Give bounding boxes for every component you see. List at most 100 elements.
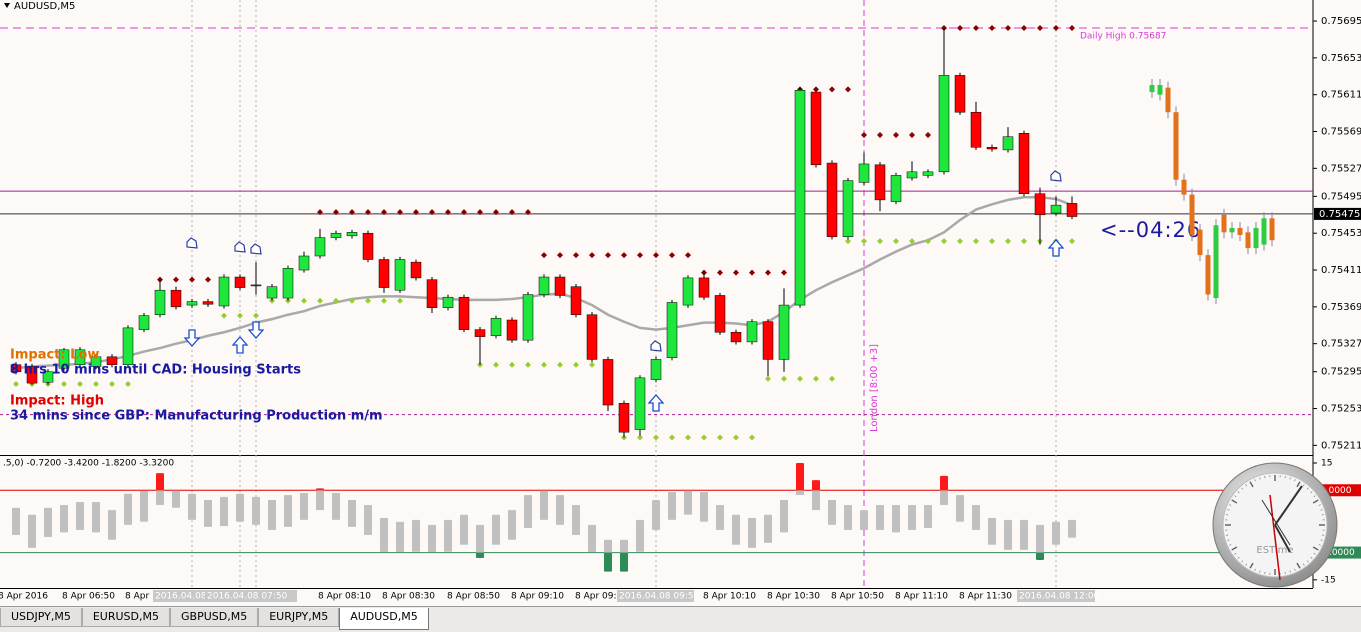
candle-body [619,403,629,432]
histogram-bar [380,518,388,552]
histogram-under [1036,553,1044,560]
news-text: 34 mins since GBP: Manufacturing Product… [10,409,383,424]
histogram-bar [860,510,868,530]
candle-body [379,259,389,287]
candle-body [891,175,901,201]
histogram-bar [316,490,324,510]
candle-body [843,181,853,237]
histogram-bar [60,505,68,532]
histogram-bar [428,525,436,552]
y-tick-label: 0.75527 [1321,163,1361,174]
symbol-title: AUDUSD,M5 [14,1,75,12]
histogram-bar [252,497,260,525]
y-tick-label: 0.75211 [1321,440,1361,451]
histogram-bar [716,505,724,530]
histogram-bar [140,491,148,522]
time-label: 8 Apr 11:10 [895,592,948,602]
daily-high-label: Daily High 0.75687 [1080,32,1166,42]
candle-body [203,302,213,305]
time-label: 8 Apr 06:50 [62,592,115,602]
symbol-tab[interactable]: EURUSD,M5 [82,608,170,627]
candle-body [955,75,965,112]
histogram-bar [652,500,660,530]
histogram-bar [844,505,852,530]
histogram-bar [508,510,516,540]
overlay-candle [1174,112,1179,180]
candle-body [859,164,869,182]
overlay-candle [1238,228,1243,235]
clock: ESTime [1213,463,1337,587]
candle-body [251,285,261,286]
histogram-bar [748,518,756,548]
histogram-bar [412,520,420,552]
histogram-bar [108,510,116,540]
histogram-bar [572,505,580,535]
time-label: 8 Apr 09:10 [511,592,564,602]
histogram-bar [588,525,596,552]
candle-body [987,147,997,149]
candle-body [763,322,773,360]
histogram-bar [396,522,404,552]
candle-body [939,75,949,171]
news-impact: Impact: Low [10,348,99,363]
histogram-bar [460,515,468,545]
candle-body [1051,205,1061,213]
histogram-bar [940,490,948,505]
candle-body [395,259,405,290]
overlay-candle [1246,232,1251,248]
histogram-bar [908,505,916,530]
histogram-bar [620,540,628,553]
overlay-candle [1166,88,1171,113]
overlay-candle [1190,195,1195,235]
candle-body [747,322,757,342]
candle-body [667,302,677,357]
candle-body [907,172,917,178]
histogram-over [796,463,804,490]
time-label: 8 Apr [125,592,149,602]
y-tick-label: 0.75327 [1321,339,1361,350]
time-marker: 2016.04.08 12:00 [1019,592,1100,602]
overlay-candle [1230,228,1235,232]
histogram-bar [972,505,980,530]
time-marker: 2016.04.08 07:50 [207,592,288,602]
symbol-tab[interactable]: GBPUSD,M5 [170,608,258,627]
candle-body [411,262,421,278]
histogram-bar [268,500,276,530]
symbol-tab[interactable]: EURJPY,M5 [258,608,339,627]
histogram-bar [524,495,532,528]
histogram-bar [1004,520,1012,550]
histogram-bar [1052,522,1060,545]
candle-body [523,295,533,341]
candle-body [811,92,821,165]
histogram-bar [172,491,180,508]
y-tick-label: 0.75453 [1321,228,1361,239]
time-label: 8 Apr 08:50 [447,592,500,602]
candle-body [827,163,837,237]
histogram-bar [876,505,884,530]
candle-body [443,297,453,308]
histogram-bar [492,515,500,545]
histogram-bar [540,491,548,520]
candle-body [315,238,325,256]
histogram-bar [668,492,676,520]
news-impact: Impact: High [10,394,104,409]
histogram-bar [892,505,900,532]
histogram-bar [764,515,772,543]
time-label: 8 Apr 08:30 [382,592,435,602]
candle-body [475,330,485,337]
symbol-tab[interactable]: AUDUSD,M5 [339,608,429,630]
candle-body [235,277,245,288]
histogram-bar [156,490,164,505]
candle-body [923,172,933,176]
histogram-bar [92,502,100,532]
y-tick-label: 0.75495 [1321,191,1361,202]
y-tick-label: 0.75253 [1321,404,1361,415]
histogram-bar [988,518,996,545]
histogram-bar [12,508,20,535]
candle-body [683,278,693,305]
candle-body [347,232,357,236]
histogram-bar [604,540,612,553]
histogram-bar [124,494,132,525]
overlay-candle [1182,180,1187,195]
symbol-tab[interactable]: USDJPY,M5 [0,608,82,627]
